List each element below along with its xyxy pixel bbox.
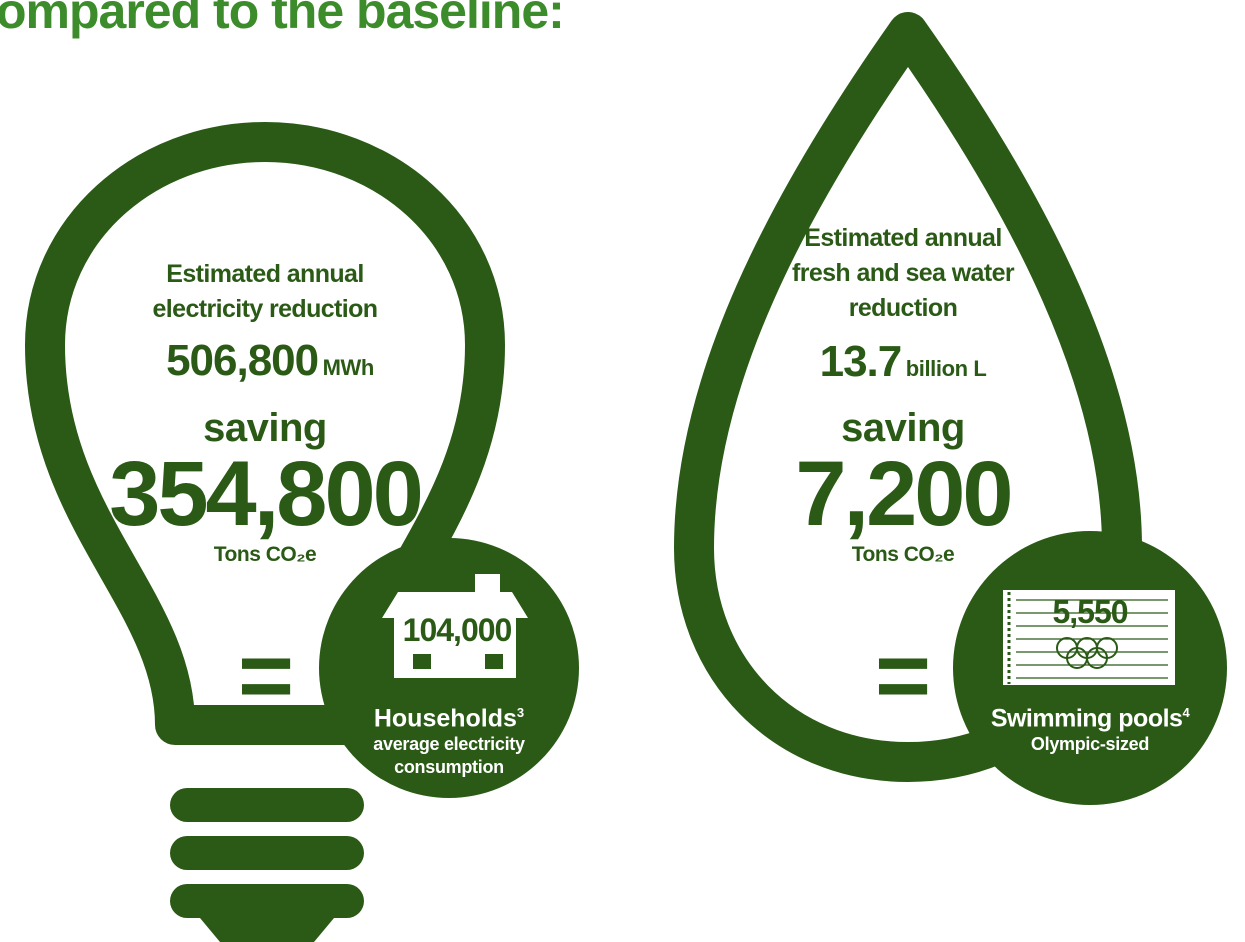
bulb-base-icon — [170, 788, 364, 942]
pools-footnote: 4 — [1182, 705, 1190, 720]
electricity-saving-label: saving — [203, 406, 327, 450]
water-value: 13.7 — [819, 337, 903, 386]
house-icon — [382, 574, 528, 678]
page-heading: ompared to the baseline: — [0, 0, 565, 39]
electricity-label: Estimated annual electricity reduction — [95, 257, 435, 327]
water-equals-sign: = — [874, 622, 932, 729]
households-sublabel-line2: consumption — [394, 757, 504, 777]
water-label-line2: fresh and sea water — [791, 259, 1015, 287]
electricity-saving-value: 354,800 — [109, 443, 424, 545]
pools-sublabel: Olympic-sized — [1030, 734, 1150, 754]
households-value: 104,000 — [402, 612, 513, 648]
pools-label: Swimming pools4 — [960, 697, 1220, 734]
olympic-rings-icon — [1056, 637, 1118, 669]
water-label-line1: Estimated annual — [804, 224, 1002, 252]
water-drop-icon — [674, 12, 1142, 782]
water-label: Estimated annual fresh and sea water red… — [733, 221, 1073, 326]
pools-label-text: Swimming pools — [990, 704, 1183, 733]
pools-value: 5,550 — [1052, 594, 1128, 630]
water-co2-unit: Tons CO₂e — [851, 543, 955, 566]
electricity-value-line: 506,800 MWh — [80, 332, 460, 400]
light-bulb-icon — [25, 122, 505, 745]
electricity-value: 506,800 — [166, 336, 319, 385]
water-unit: billion L — [905, 356, 987, 381]
swimming-pool-icon — [1003, 590, 1175, 685]
electricity-equals-sign: = — [237, 622, 295, 729]
water-saving-value: 7,200 — [795, 443, 1013, 545]
households-footnote: 3 — [516, 705, 525, 720]
electricity-label-line1: Estimated annual — [166, 260, 364, 288]
households-label: Households3 — [334, 697, 564, 734]
water-value-line: 13.7 billion L — [733, 333, 1073, 401]
water-saving-label: saving — [841, 406, 965, 450]
households-sublabel-line1: average electricity — [373, 734, 525, 754]
water-label-line3: reduction — [848, 294, 958, 322]
electricity-unit: MWh — [322, 355, 375, 380]
households-sublabel: average electricity consumption — [334, 733, 564, 779]
households-label-text: Households — [373, 704, 517, 733]
electricity-co2-unit: Tons CO₂e — [213, 543, 317, 566]
electricity-label-line2: electricity reduction — [152, 295, 379, 323]
